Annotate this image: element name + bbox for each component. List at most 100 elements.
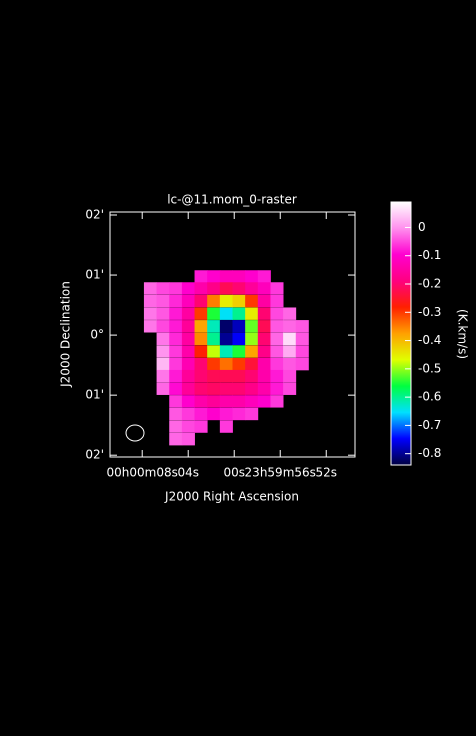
- raster-cell: [232, 294, 246, 308]
- colorbar-label: (K.km/s): [456, 309, 470, 359]
- raster-cell: [156, 320, 170, 333]
- raster-cell: [207, 357, 221, 371]
- raster-cell: [207, 395, 221, 408]
- raster-cell: [143, 320, 157, 333]
- raster-cell: [283, 357, 297, 371]
- raster-cell: [156, 345, 170, 358]
- raster-cell: [169, 420, 183, 433]
- raster-cell: [194, 420, 208, 433]
- raster-cell: [207, 320, 221, 333]
- plot-frame: [109, 211, 356, 458]
- raster-cell: [219, 420, 233, 433]
- raster-cell: [257, 320, 271, 333]
- raster-cell: [194, 320, 208, 333]
- raster-cell: [295, 357, 309, 371]
- x-axis-label: J2000 Right Ascension: [164, 490, 299, 504]
- raster-cell: [169, 345, 183, 358]
- raster-cell: [181, 320, 195, 333]
- raster-cell: [181, 432, 195, 446]
- raster-cell: [169, 282, 183, 295]
- raster-cell: [232, 320, 246, 333]
- raster-cell: [181, 357, 195, 371]
- raster-cell: [156, 369, 170, 383]
- colorbar-tick-label: -0.5: [418, 361, 441, 375]
- raster-cell: [169, 369, 183, 383]
- raster-cell: [219, 345, 233, 358]
- raster-cell: [207, 407, 221, 421]
- raster-cell: [181, 307, 195, 320]
- raster-cell: [156, 294, 170, 308]
- raster-cell: [194, 345, 208, 358]
- raster-cell: [194, 369, 208, 383]
- raster-cell: [219, 357, 233, 371]
- x-tick-label: 00s: [223, 466, 245, 480]
- raster-cell: [232, 357, 246, 371]
- raster-cell: [270, 332, 284, 346]
- raster-cell: [232, 395, 246, 408]
- raster-cell: [207, 270, 221, 283]
- raster-cell: [270, 382, 284, 395]
- raster-cell: [295, 320, 309, 333]
- raster-cell: [194, 307, 208, 320]
- raster-cell: [232, 282, 246, 295]
- y-tick-label: 02': [85, 448, 104, 462]
- raster-cell: [245, 407, 259, 421]
- raster-cell: [232, 407, 246, 421]
- raster-cell: [194, 395, 208, 408]
- raster-cell: [169, 407, 183, 421]
- raster-cell: [245, 332, 259, 346]
- raster-cell: [207, 345, 221, 358]
- raster-cell: [232, 307, 246, 320]
- raster-cell: [219, 320, 233, 333]
- raster-cell: [283, 345, 297, 358]
- raster-cell: [270, 307, 284, 320]
- raster-cell: [207, 282, 221, 295]
- x-tick-label: 52s: [315, 466, 337, 480]
- colorbar-frame: [390, 201, 412, 466]
- raster-cell: [194, 270, 208, 283]
- raster-cell: [169, 307, 183, 320]
- raster-cell: [245, 345, 259, 358]
- raster-cell: [245, 282, 259, 295]
- x-tick-label: 00h00m08s: [107, 466, 178, 480]
- raster-cell: [295, 345, 309, 358]
- colorbar-tick-label: -0.3: [418, 305, 441, 319]
- raster-cell: [219, 270, 233, 283]
- colorbar-tick-label: -0.8: [418, 446, 441, 460]
- raster-cell: [169, 432, 183, 446]
- raster-cell: [283, 307, 297, 320]
- raster: [143, 270, 309, 446]
- raster-cell: [169, 294, 183, 308]
- raster-cell: [270, 357, 284, 371]
- raster-cell: [181, 382, 195, 395]
- raster-cell: [283, 320, 297, 333]
- raster-cell: [219, 294, 233, 308]
- raster-cell: [181, 345, 195, 358]
- raster-cell: [232, 345, 246, 358]
- x-tick-label: 23h59m56s: [245, 466, 316, 480]
- raster-cell: [156, 307, 170, 320]
- raster-cell: [232, 332, 246, 346]
- raster-cell: [245, 307, 259, 320]
- raster-cell: [169, 395, 183, 408]
- raster-cell: [270, 294, 284, 308]
- raster-cell: [295, 332, 309, 346]
- raster-cell: [143, 307, 157, 320]
- chart-title: lc-@11.mom_0-raster: [167, 193, 297, 207]
- raster-cell: [245, 395, 259, 408]
- y-tick-label: 01': [85, 388, 104, 402]
- x-tick-label: 04s: [177, 466, 199, 480]
- raster-cell: [245, 294, 259, 308]
- colorbar-tick-label: -0.7: [418, 418, 441, 432]
- colorbar: [391, 202, 411, 465]
- raster-cell: [194, 332, 208, 346]
- raster-cell: [245, 357, 259, 371]
- raster-cell: [257, 369, 271, 383]
- raster-cell: [207, 307, 221, 320]
- raster-cell: [194, 407, 208, 421]
- raster-cell: [257, 395, 271, 408]
- raster-cell: [181, 332, 195, 346]
- raster-cell: [169, 332, 183, 346]
- raster-cell: [232, 382, 246, 395]
